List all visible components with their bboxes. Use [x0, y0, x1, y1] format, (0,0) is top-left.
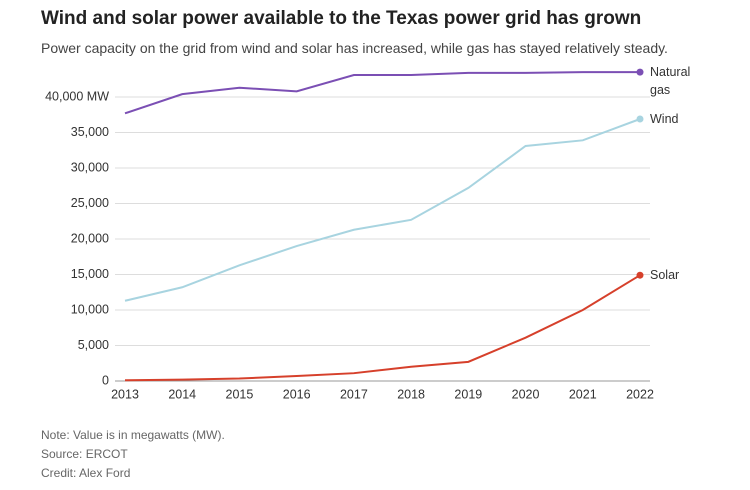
chart-subtitle: Power capacity on the grid from wind and…	[41, 40, 668, 56]
end-dot	[636, 115, 644, 123]
x-tick-label: 2015	[226, 387, 254, 401]
y-tick-label: 30,000	[71, 160, 109, 174]
series-line	[124, 118, 641, 302]
x-tick-label: 2021	[569, 387, 597, 401]
series-label: Wind	[650, 112, 679, 126]
y-tick-label: 5,000	[78, 338, 109, 352]
end-dot	[636, 68, 644, 76]
y-tick-label: 10,000	[71, 302, 109, 316]
x-tick-label: 2016	[283, 387, 311, 401]
credit: Credit: Alex Ford	[41, 466, 131, 480]
y-tick-label: 40,000 MW	[45, 89, 109, 103]
x-tick-label: 2017	[340, 387, 368, 401]
x-tick-label: 2018	[397, 387, 425, 401]
y-tick-label: 15,000	[71, 267, 109, 281]
end-dot	[636, 271, 644, 279]
x-tick-label: 2013	[111, 387, 139, 401]
series-line	[124, 274, 641, 382]
series-label: Solar	[650, 268, 680, 283]
series-label: Natural gas	[650, 65, 691, 98]
series-line	[124, 71, 640, 115]
note: Note: Value is in megawatts (MW).	[41, 428, 225, 442]
chart-title: Wind and solar power available to the Te…	[41, 8, 642, 29]
y-tick-label: 0	[102, 373, 109, 387]
x-tick-label: 2014	[168, 387, 196, 401]
x-tick-label: 2020	[512, 387, 540, 401]
source: Source: ERCOT	[41, 447, 128, 461]
y-tick-label: 25,000	[71, 196, 109, 210]
x-tick-label: 2019	[454, 387, 482, 401]
y-tick-label: 20,000	[71, 231, 109, 245]
x-tick-label: 2022	[626, 387, 654, 401]
y-tick-label: 35,000	[71, 125, 109, 139]
